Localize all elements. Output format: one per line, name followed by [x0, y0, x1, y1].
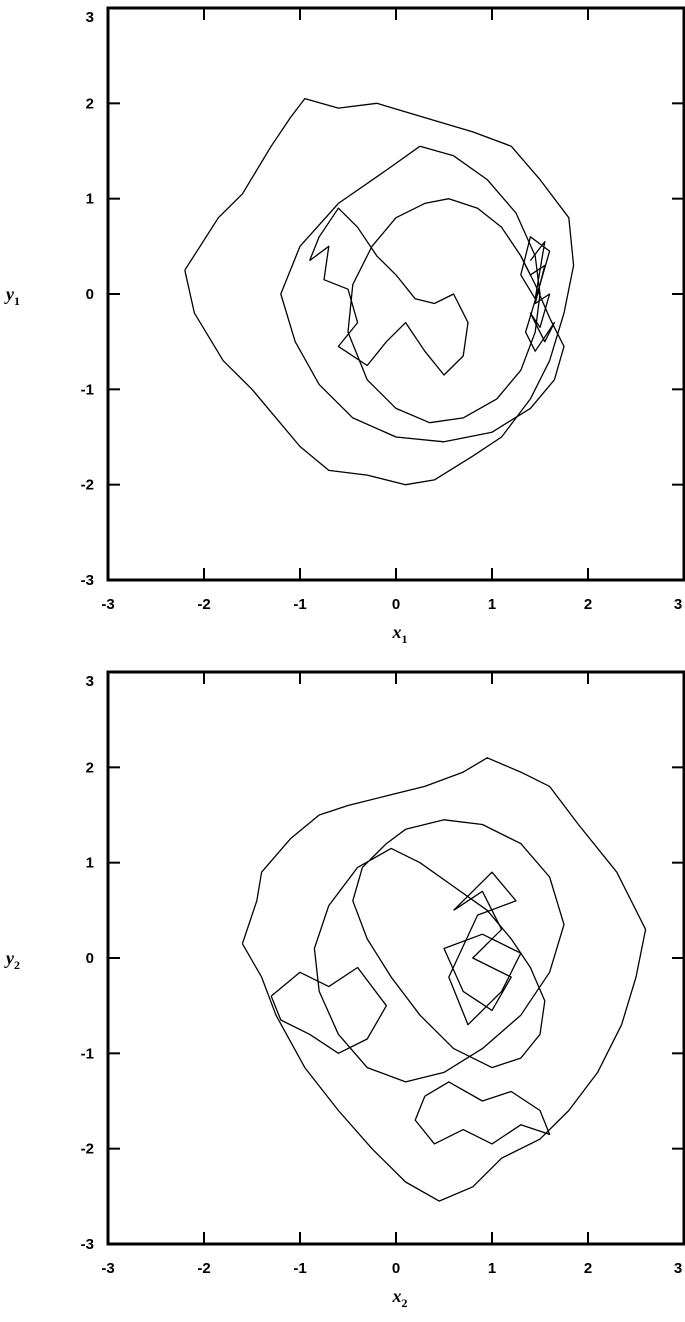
y-tick-label: 0: [86, 950, 94, 967]
trajectory-line: [280, 145, 565, 443]
y-tick-label: 3: [86, 673, 94, 690]
y-tick-label: 0: [86, 286, 94, 303]
x-tick-label: 2: [584, 1260, 592, 1277]
y-tick-label: 1: [86, 191, 94, 208]
x-tick-label: -2: [197, 1260, 210, 1277]
x-tick-label: 2: [584, 596, 592, 613]
trajectory-line: [308, 207, 469, 376]
x-axis-label: x2: [392, 1286, 408, 1310]
x-tick-label: 1: [488, 1260, 496, 1277]
x-axis-label-subscript: 1: [402, 632, 408, 646]
y-tick-label: -3: [81, 1236, 94, 1253]
y-tick-label: 1: [86, 855, 94, 872]
trajectory-line: [414, 1081, 551, 1145]
trajectory-line: [184, 97, 575, 486]
y-tick-label: -3: [81, 572, 94, 589]
x-tick-label: 1: [488, 596, 496, 613]
trajectory-line: [520, 236, 556, 352]
y-tick-label: 3: [86, 9, 94, 26]
y-axis-label-subscript: 1: [14, 294, 20, 308]
x-tick-label: -1: [293, 1260, 306, 1277]
y-tick-label: 2: [86, 759, 94, 776]
y-axis-label: y2: [4, 948, 20, 972]
x-tick-label: -3: [101, 1260, 114, 1277]
x-axis-label: x1: [392, 622, 408, 646]
y-tick-label: 2: [86, 95, 94, 112]
y-axis-label-subscript: 2: [14, 958, 20, 972]
x-axis-label-subscript: 2: [402, 1296, 408, 1310]
x-tick-label: -3: [101, 596, 114, 613]
y-axis-label-text: y: [4, 948, 15, 968]
x-axis-label-text: x: [392, 1286, 402, 1306]
x-tick-label: 3: [674, 1260, 682, 1277]
x-axis-label-text: x: [392, 622, 402, 642]
y-axis-label: y1: [4, 284, 20, 308]
y-axis-label-text: y: [4, 284, 15, 304]
plot-frame: [106, 6, 685, 582]
x-tick-label: 3: [674, 596, 682, 613]
x-tick-label: -1: [293, 596, 306, 613]
x-tick-label: 0: [392, 596, 400, 613]
trajectory-line: [443, 871, 522, 1026]
y-tick-label: -2: [81, 477, 94, 494]
x-tick-label: 0: [392, 1260, 400, 1277]
trajectory-line: [270, 966, 388, 1054]
y-tick-label: -2: [81, 1141, 94, 1158]
x-tick-label: -2: [197, 596, 210, 613]
y-tick-label: -1: [81, 1045, 94, 1062]
trajectory-line: [313, 819, 565, 1083]
plot-frame: [106, 670, 685, 1246]
trajectory-line: [241, 757, 647, 1202]
y-tick-label: -1: [81, 381, 94, 398]
